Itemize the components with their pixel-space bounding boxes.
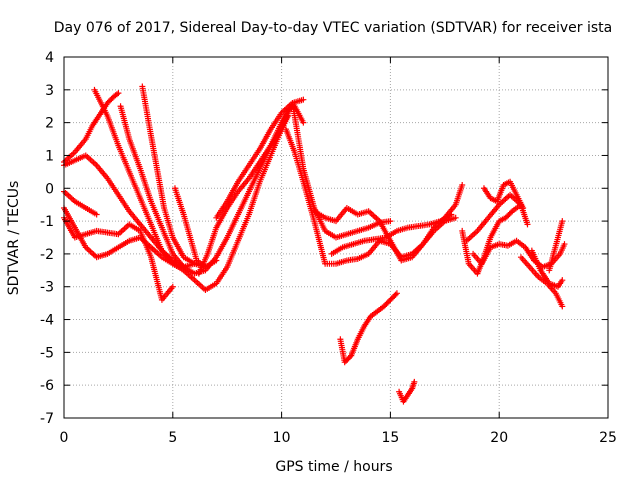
data-point [191, 260, 198, 267]
y-tick-label: 4 [45, 50, 54, 66]
data-point [561, 241, 568, 248]
series-track-22 [528, 247, 566, 290]
x-tick-label: 25 [599, 430, 617, 446]
x-axis-label: GPS time / hours [275, 459, 392, 475]
plot-frame [63, 56, 609, 419]
x-tick-label: 15 [381, 430, 399, 446]
y-tick-label: -1 [40, 214, 54, 230]
data-point [559, 218, 566, 225]
data-point [387, 296, 394, 303]
data-point [383, 300, 390, 307]
data-point [559, 277, 566, 284]
series-track-3 [61, 214, 176, 303]
series-track-8 [139, 83, 198, 267]
data-point [504, 213, 511, 220]
series-track-10 [195, 113, 292, 277]
series-track-9 [171, 185, 220, 271]
data-point [386, 298, 393, 305]
series-track-7 [117, 103, 187, 271]
series-track-20 [480, 178, 527, 211]
data-point [388, 295, 395, 302]
series-track-11 [213, 99, 394, 241]
data-point [108, 96, 115, 103]
data-point [380, 303, 387, 310]
y-tick-label: -4 [40, 313, 54, 329]
data-point [391, 292, 398, 299]
x-tick-label: 10 [273, 430, 291, 446]
y-tick-label: 2 [45, 116, 54, 132]
data-point [506, 210, 513, 217]
axis-ticks: 0 5 10 15 20 25 -7 -6 -5 -4 -3 -2 -1 0 1 2 3 4 [40, 50, 617, 446]
data-point [452, 214, 459, 221]
series-track-4 [61, 188, 100, 218]
data-point [104, 99, 111, 106]
series-track-23 [546, 218, 566, 274]
data-point [285, 113, 292, 120]
data-point [524, 221, 531, 228]
data-point [459, 181, 466, 188]
data-point [115, 90, 122, 97]
data-point [448, 211, 455, 218]
y-tick-label: -2 [40, 247, 54, 263]
data-point [93, 211, 100, 218]
data-point [505, 212, 512, 219]
chart-title: Day 076 of 2017, Sidereal Day-to-day VTE… [54, 20, 612, 36]
data-points [61, 83, 568, 405]
data-point [411, 378, 418, 385]
data-point [300, 96, 307, 103]
data-point [502, 214, 509, 221]
x-tick-label: 5 [168, 430, 177, 446]
data-point [387, 218, 394, 225]
y-tick-label: -5 [40, 345, 54, 361]
y-tick-label: 3 [45, 83, 54, 99]
data-point [390, 294, 397, 301]
data-point [392, 291, 399, 298]
y-tick-label: -3 [40, 280, 54, 296]
series-track-5 [61, 90, 122, 166]
x-tick-label: 20 [490, 430, 508, 446]
data-point [520, 204, 527, 211]
data-point [382, 302, 389, 309]
data-point [341, 359, 348, 366]
data-point [393, 290, 400, 297]
data-point [180, 264, 187, 271]
data-point [213, 257, 220, 264]
series-track-15 [337, 290, 400, 366]
series-track-12 [282, 126, 459, 267]
data-point [343, 357, 350, 364]
series-track-21 [517, 254, 566, 310]
series-track-16 [396, 378, 418, 405]
x-tick-label: 0 [60, 430, 69, 446]
series-track-14 [328, 211, 455, 257]
y-axis-label: SDTVAR / TECUs [6, 181, 22, 296]
data-point [300, 119, 307, 126]
data-point [559, 303, 566, 310]
data-point [346, 353, 353, 360]
data-point [345, 355, 352, 362]
data-point [169, 283, 176, 290]
y-tick-label: -6 [40, 378, 54, 394]
data-point [105, 98, 112, 105]
data-point [384, 299, 391, 306]
data-point [507, 209, 514, 216]
y-tick-label: 0 [45, 181, 54, 197]
y-tick-label: 1 [45, 148, 54, 164]
y-tick-label: -7 [40, 411, 54, 427]
series-track-6 [91, 86, 209, 271]
data-point [344, 356, 351, 363]
data-point [107, 97, 114, 104]
